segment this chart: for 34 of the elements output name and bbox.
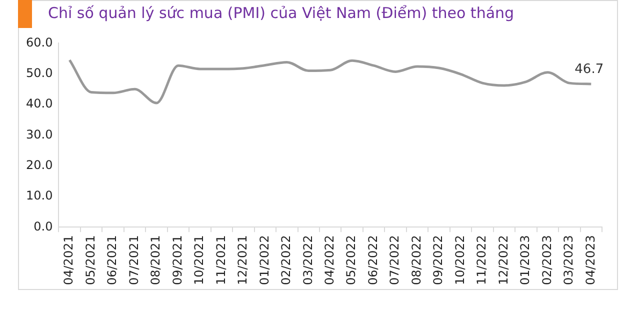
x-tick-label: 11/2021 xyxy=(214,235,228,286)
x-tick-label: 08/2021 xyxy=(148,235,163,286)
x-tick-label: 05/2021 xyxy=(83,235,98,286)
y-tick-label: 60.0 xyxy=(26,35,53,50)
y-tick-label: 30.0 xyxy=(26,127,53,142)
x-tick-label: 07/2021 xyxy=(126,235,141,286)
x-tick-label: 05/2022 xyxy=(344,235,358,286)
x-tick-label: 06/2021 xyxy=(105,235,120,286)
x-tick-label: 03/2022 xyxy=(300,235,315,286)
y-tick-label: 50.0 xyxy=(26,66,53,80)
x-tick-label: 08/2022 xyxy=(409,235,424,286)
x-tick-label: 10/2022 xyxy=(452,235,467,286)
y-tick-label: 20.0 xyxy=(26,158,53,172)
y-tick-label: 0.0 xyxy=(34,219,53,234)
x-tick-label: 11/2022 xyxy=(474,235,489,286)
chart-title: Chỉ số quản lý sức mua (PMI) của Việt Nam (Điểm) theo tháng xyxy=(48,4,514,22)
x-tick-label: 04/2023 xyxy=(583,235,598,286)
x-tick-label: 09/2021 xyxy=(170,235,184,286)
x-tick-label: 02/2022 xyxy=(279,235,294,286)
y-tick-label: 10.0 xyxy=(26,188,53,203)
data-label: 46.7 xyxy=(574,62,604,77)
x-tick-label: 04/2022 xyxy=(322,235,336,286)
x-tick-label: 12/2022 xyxy=(496,235,510,286)
x-tick-label: 01/2023 xyxy=(518,235,532,286)
x-tick-label: 01/2022 xyxy=(257,235,272,286)
x-tick-label: 12/2021 xyxy=(236,235,250,286)
x-tick-label: 03/2023 xyxy=(562,235,576,286)
x-tick-label: 10/2021 xyxy=(192,235,206,286)
x-tick-label: 02/2023 xyxy=(540,235,554,286)
y-tick-label: 40.0 xyxy=(26,96,53,111)
x-tick-label: 06/2022 xyxy=(366,235,380,286)
x-tick-label: 04/2021 xyxy=(62,235,76,286)
x-tick-label: 09/2022 xyxy=(431,235,446,286)
x-tick-label: 07/2022 xyxy=(388,235,402,286)
